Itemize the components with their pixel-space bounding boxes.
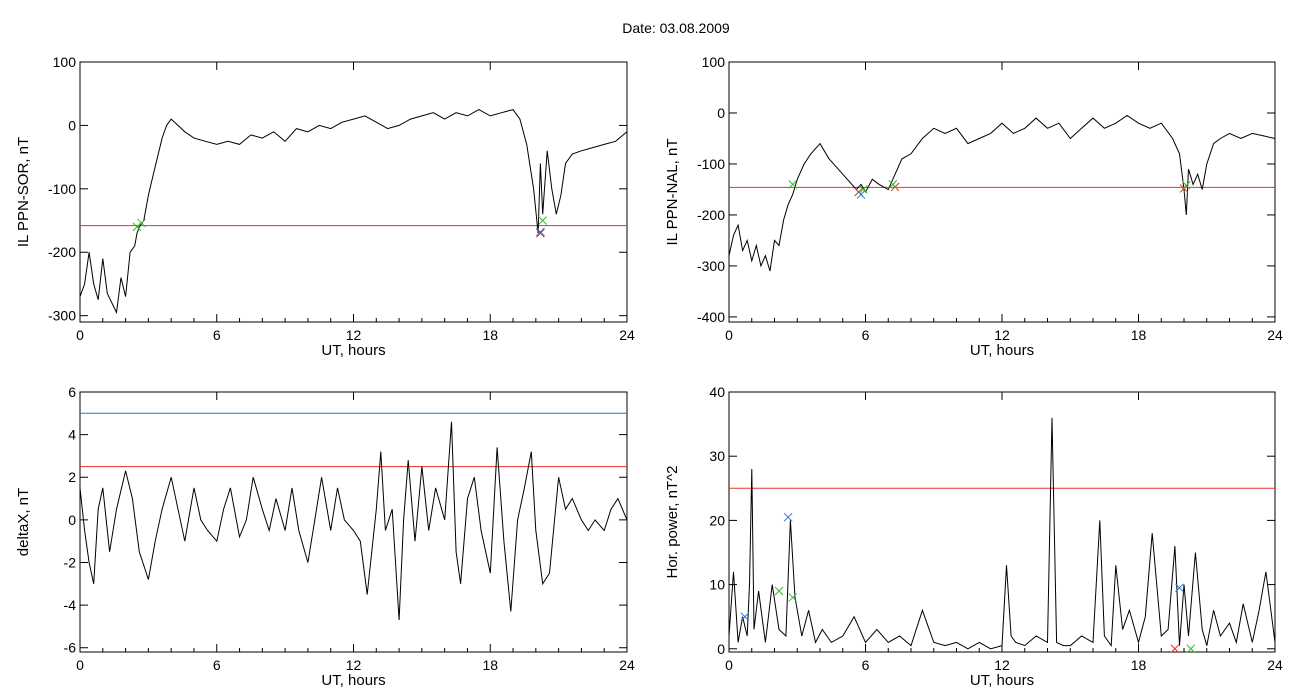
event-marker: [740, 612, 750, 622]
x-tick-label: 0: [76, 657, 84, 673]
x-tick-label: 12: [994, 327, 1010, 343]
y-tick-label: 10: [709, 577, 725, 593]
plot-frame: [728, 61, 1276, 323]
event-marker: [856, 190, 866, 199]
y-tick-label: 0: [717, 641, 725, 657]
x-tick-label: 18: [1131, 327, 1147, 343]
event-marker: [1175, 583, 1184, 593]
chart-panel-2: 0 6 12 18 24 -400 -300 -200 -100 0 100 UT, hours IL …: [664, 54, 1283, 359]
y-tick-label: -4: [64, 597, 77, 613]
y-tick-label: -300: [48, 308, 76, 324]
data-series-line: [79, 421, 628, 621]
x-tick-label: 12: [346, 327, 362, 343]
x-tick-label: 18: [482, 657, 498, 673]
event-marker: [536, 228, 545, 238]
x-tick-label: 18: [482, 327, 498, 343]
event-marker: [536, 227, 545, 237]
y-tick-label: 40: [709, 384, 725, 400]
event-marker: [1181, 181, 1191, 190]
y-tick-label: 20: [709, 512, 725, 528]
x-axis-label: UT, hours: [970, 342, 1034, 359]
y-tick-label: -200: [48, 244, 76, 260]
x-axis-label: UT, hours: [970, 672, 1034, 689]
event-marker: [132, 222, 142, 232]
data-series-line: [79, 109, 628, 315]
figure-title: Date: 03.08.2009: [622, 20, 730, 36]
chart-panel-1: 0 6 12 18 24 -300 -200 -100 0 100 UT, hours IL PPN-…: [15, 54, 635, 359]
plot-frame: [79, 61, 628, 323]
x-tick-label: 6: [862, 327, 870, 343]
y-tick-label: -100: [697, 156, 725, 172]
event-marker: [783, 512, 793, 522]
y-tick-label: 0: [68, 117, 76, 133]
x-tick-label: 0: [76, 327, 84, 343]
event-marker: [788, 593, 798, 602]
y-tick-label: -400: [697, 309, 725, 325]
y-tick-label: 2: [68, 469, 76, 485]
x-tick-label: 24: [1267, 657, 1283, 673]
x-tick-label: 12: [346, 657, 362, 673]
y-tick-label: -300: [697, 258, 725, 274]
x-tick-label: 0: [725, 657, 733, 673]
x-tick-label: 0: [725, 327, 733, 343]
y-axis-label: IL PPN-SOR, nT: [15, 137, 32, 247]
event-marker: [788, 179, 798, 189]
data-series-line: [728, 417, 1276, 650]
y-tick-label: 30: [709, 448, 725, 464]
event-marker: [858, 185, 868, 194]
y-tick-label: 0: [717, 105, 725, 121]
y-tick-label: 6: [68, 384, 76, 400]
x-axis-label: UT, hours: [321, 342, 385, 359]
x-tick-label: 24: [619, 327, 635, 343]
plot-frame: [79, 391, 628, 653]
data-series-line: [728, 114, 1276, 272]
event-marker: [774, 586, 784, 596]
y-axis-label: deltaX, nT: [15, 488, 32, 556]
x-tick-label: 6: [213, 657, 221, 673]
chart-panel-4: 0 6 12 18 24 0 10 20 30 40 UT, hours Hor. power, nT…: [664, 384, 1283, 689]
plot-frame: [728, 391, 1276, 653]
y-tick-label: -6: [64, 640, 77, 656]
event-marker: [137, 218, 146, 228]
x-tick-label: 18: [1131, 657, 1147, 673]
y-tick-label: -100: [48, 181, 76, 197]
y-tick-label: 100: [702, 54, 726, 70]
x-tick-label: 24: [619, 657, 635, 673]
event-marker: [1170, 644, 1180, 654]
y-axis-label: IL PPN-NAL, nT: [664, 139, 681, 246]
y-tick-label: 100: [53, 54, 77, 70]
x-tick-label: 24: [1267, 327, 1283, 343]
y-tick-label: -2: [64, 554, 77, 570]
x-tick-label: 6: [862, 657, 870, 673]
x-axis-label: UT, hours: [321, 672, 385, 689]
y-tick-label: -200: [697, 207, 725, 223]
event-marker: [888, 179, 898, 189]
event-marker: [538, 216, 548, 225]
y-tick-label: 0: [68, 512, 76, 528]
y-axis-label: Hor. power, nT^2: [664, 466, 681, 579]
x-tick-label: 12: [994, 657, 1010, 673]
event-marker: [1186, 644, 1196, 654]
y-tick-label: 4: [68, 427, 76, 443]
x-tick-label: 6: [213, 327, 221, 343]
